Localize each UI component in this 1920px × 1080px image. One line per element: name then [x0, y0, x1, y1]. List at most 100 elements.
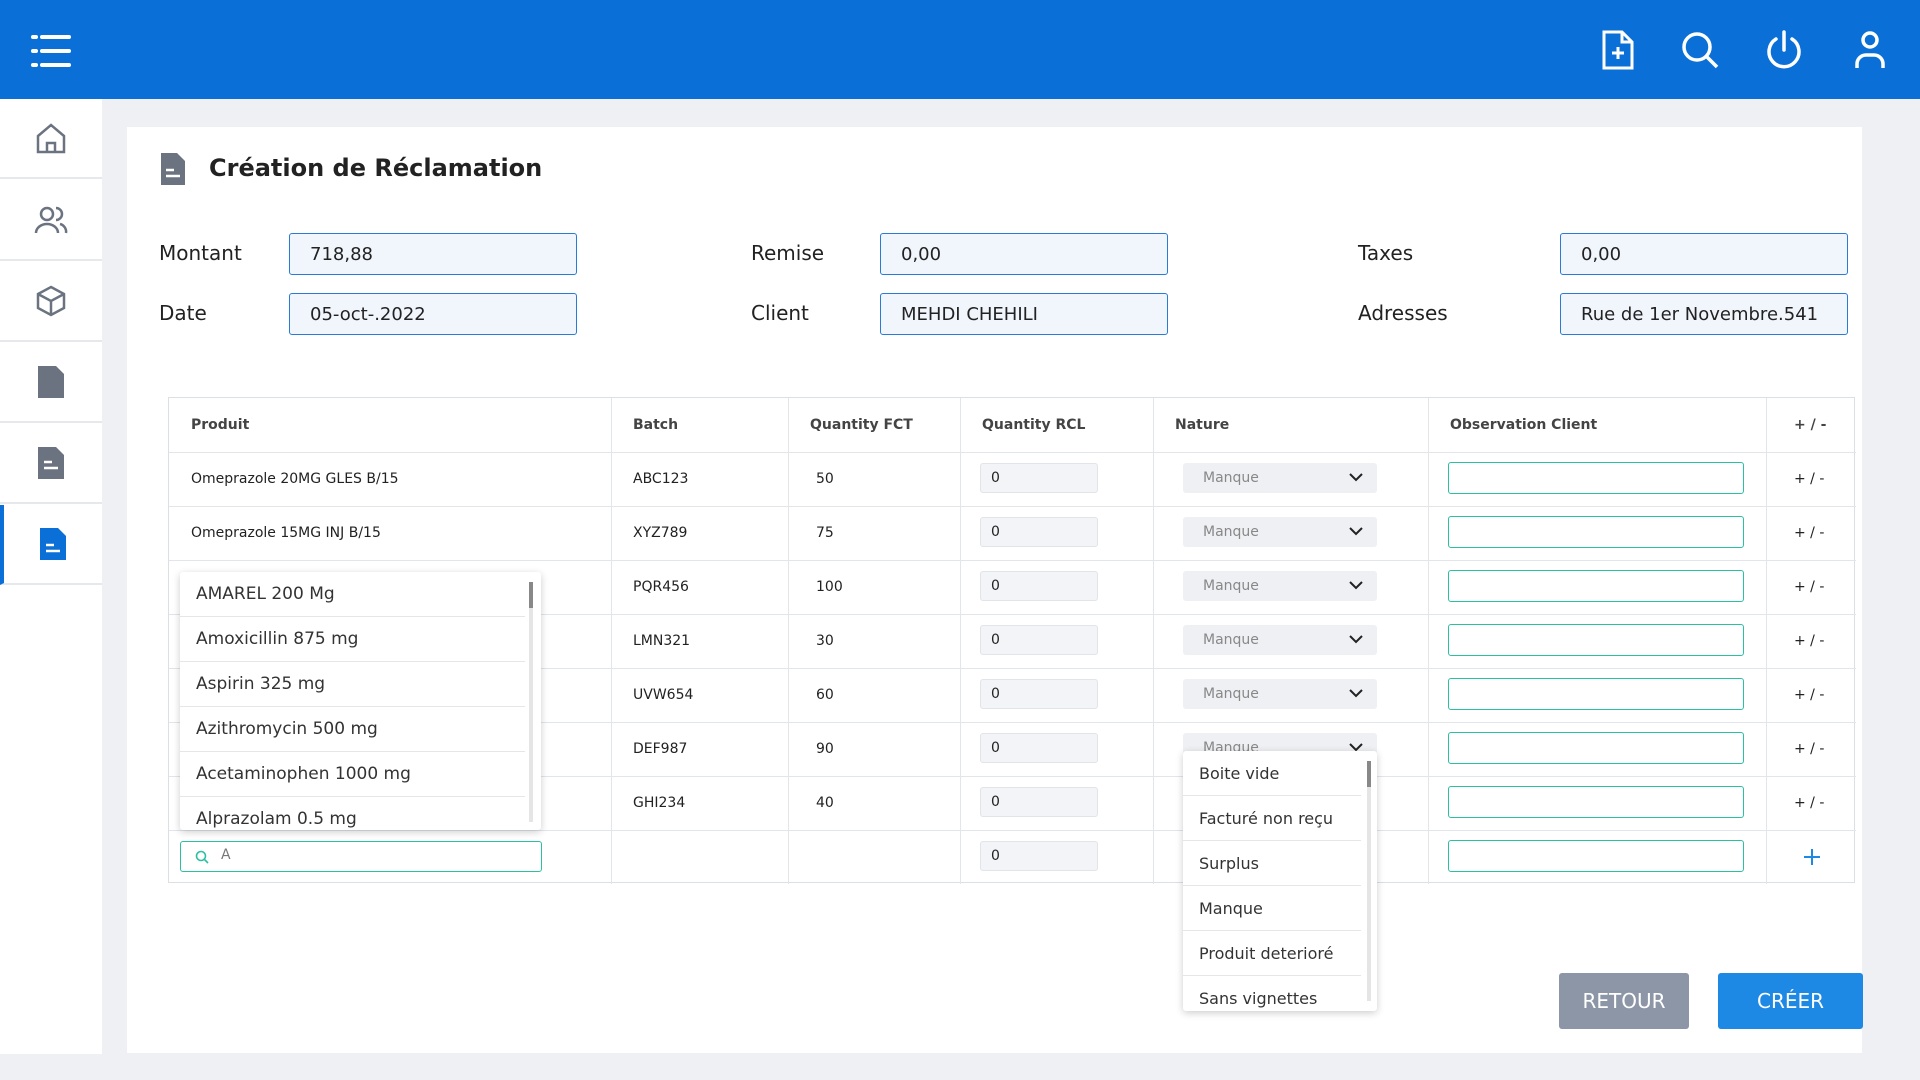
search-text: A	[221, 847, 231, 863]
field-label: Client	[751, 301, 809, 325]
dropdown-option[interactable]: Facturé non reçu	[1183, 796, 1361, 841]
batch-cell: GHI234	[633, 795, 686, 811]
column-divider	[611, 398, 612, 884]
field-input[interactable]: 718,88	[289, 233, 577, 275]
field-input[interactable]: Rue de 1er Novembre.541	[1560, 293, 1848, 335]
qty-rcl-input[interactable]: 0	[980, 679, 1098, 709]
dropdown-option[interactable]: Aspirin 325 mg	[180, 662, 525, 707]
nav-products[interactable]	[0, 262, 102, 342]
field-label: Date	[159, 301, 207, 325]
claims-table: Produit Batch Quantity FCT Quantity RCL Natu…	[168, 397, 1856, 1011]
dropdown-option[interactable]: Surplus	[1183, 841, 1361, 886]
observation-input[interactable]	[1448, 462, 1744, 494]
qty-fct-cell: 60	[816, 687, 834, 703]
field-label: Taxes	[1358, 241, 1414, 265]
nature-select[interactable]: Manque	[1183, 679, 1377, 709]
row-action[interactable]: + / -	[1794, 471, 1825, 487]
column-divider	[788, 398, 789, 884]
qty-rcl-input[interactable]: 0	[980, 571, 1098, 601]
qty-rcl-input[interactable]: 0	[980, 625, 1098, 655]
row-divider	[169, 830, 1856, 831]
row-action[interactable]: + / -	[1794, 579, 1825, 595]
row-divider	[169, 506, 1856, 507]
dropdown-option[interactable]: Sans vignettes	[1183, 976, 1361, 1011]
nature-select[interactable]: Manque	[1183, 517, 1377, 547]
dropdown-option[interactable]: AMAREL 200 Mg	[180, 572, 525, 617]
dropdown-option[interactable]: Boite vide	[1183, 751, 1361, 796]
qty-fct-cell: 50	[816, 471, 834, 487]
row-action[interactable]: + / -	[1794, 795, 1825, 811]
qty-rcl-input[interactable]: 0	[980, 463, 1098, 493]
observation-input[interactable]	[1448, 570, 1744, 602]
batch-cell: LMN321	[633, 633, 691, 649]
nav-users[interactable]	[0, 181, 102, 261]
row-action[interactable]: + / -	[1794, 525, 1825, 541]
qty-rcl-input[interactable]: 0	[980, 841, 1098, 871]
nav-reports[interactable]	[0, 424, 102, 504]
nav-claims[interactable]	[0, 505, 102, 585]
row-action[interactable]: + / -	[1794, 741, 1825, 757]
field-input[interactable]: 05-oct-.2022	[289, 293, 577, 335]
column-header: Batch	[633, 417, 679, 433]
top-bar	[0, 0, 1920, 99]
column-header: Produit	[191, 417, 250, 433]
observation-input[interactable]	[1448, 732, 1744, 764]
column-header: + / -	[1794, 417, 1827, 433]
dropdown-option[interactable]: Alprazolam 0.5 mg	[180, 797, 525, 830]
qty-rcl-input[interactable]: 0	[980, 787, 1098, 817]
row-divider	[169, 452, 1856, 453]
column-header: Observation Client	[1450, 417, 1598, 433]
nav-docs[interactable]	[0, 343, 102, 423]
sidebar	[0, 99, 102, 1054]
row-divider	[169, 776, 1856, 777]
dropdown-option[interactable]: Produit deterioré	[1183, 931, 1361, 976]
qty-fct-cell: 100	[816, 579, 843, 595]
back-button[interactable]: RETOUR	[1559, 973, 1689, 1029]
observation-input[interactable]	[1448, 678, 1744, 710]
product-cell: Omeprazole 20MG GLES B/15	[191, 471, 399, 487]
power-icon[interactable]	[1764, 29, 1804, 71]
batch-cell: ABC123	[633, 471, 689, 487]
row-action[interactable]: + / -	[1794, 633, 1825, 649]
nature-dropdown: Boite vide Facturé non reçu Surplus Manque P…	[1183, 751, 1377, 1011]
batch-cell: PQR456	[633, 579, 689, 595]
observation-input[interactable]	[1448, 516, 1744, 548]
nature-select[interactable]: Manque	[1183, 463, 1377, 493]
column-header: Nature	[1175, 417, 1230, 433]
qty-rcl-input[interactable]: 0	[980, 733, 1098, 763]
column-divider	[1428, 398, 1429, 884]
row-divider	[169, 560, 1856, 561]
field-input[interactable]: 0,00	[880, 233, 1168, 275]
nav-home[interactable]	[0, 99, 102, 179]
dropdown-option[interactable]: Amoxicillin 875 mg	[180, 617, 525, 662]
row-action[interactable]: + / -	[1794, 687, 1825, 703]
row-divider	[169, 614, 1856, 615]
create-button[interactable]: CRÉER	[1718, 973, 1863, 1029]
observation-input[interactable]	[1448, 840, 1744, 872]
field-input[interactable]: 0,00	[1560, 233, 1848, 275]
field-label: Adresses	[1358, 301, 1448, 325]
scrollbar-thumb	[1367, 761, 1371, 787]
nature-select[interactable]: Manque	[1183, 571, 1377, 601]
user-icon[interactable]	[1853, 30, 1887, 70]
product-search[interactable]: A	[180, 841, 542, 872]
qty-fct-cell: 40	[816, 795, 834, 811]
nature-select[interactable]: Manque	[1183, 625, 1377, 655]
observation-input[interactable]	[1448, 786, 1744, 818]
column-header: Quantity FCT	[810, 417, 913, 433]
scrollbar	[1367, 761, 1371, 1001]
search-icon[interactable]	[1680, 30, 1720, 70]
column-divider	[1766, 398, 1767, 884]
add-row-button[interactable]	[1802, 847, 1822, 867]
page-title: Création de Réclamation	[209, 154, 543, 182]
menu-button[interactable]	[30, 33, 72, 69]
observation-input[interactable]	[1448, 624, 1744, 656]
batch-cell: DEF987	[633, 741, 688, 757]
dropdown-option[interactable]: Acetaminophen 1000 mg	[180, 752, 525, 797]
field-input[interactable]: MEHDI CHEHILI	[880, 293, 1168, 335]
qty-rcl-input[interactable]: 0	[980, 517, 1098, 547]
dropdown-option[interactable]: Azithromycin 500 mg	[180, 707, 525, 752]
content-card: Création de Réclamation Produit Batch Quan…	[127, 127, 1863, 1053]
dropdown-option[interactable]: Manque	[1183, 886, 1361, 931]
new-doc-icon[interactable]	[1600, 30, 1636, 70]
